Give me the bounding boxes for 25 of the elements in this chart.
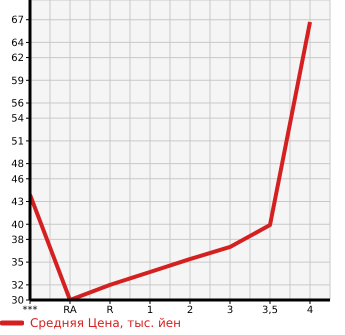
y-tick-label: 46 — [11, 174, 24, 186]
y-tick-label: 30 — [11, 296, 24, 307]
y-tick-label: 35 — [11, 258, 24, 269]
y-tick-label: 64 — [11, 38, 24, 49]
y-tick-label: 59 — [11, 76, 24, 87]
x-tick-label: RA — [63, 305, 77, 316]
x-tick-label: R — [106, 305, 114, 316]
y-tick-label: 56 — [11, 98, 24, 110]
x-tick-label: 4 — [306, 305, 314, 316]
line-series — [30, 20, 312, 300]
y-tick-label: 67 — [11, 15, 24, 26]
x-tick-label: 2 — [186, 305, 194, 316]
y-tick-label: 48 — [11, 159, 24, 170]
x-tick-label: 3 — [226, 305, 234, 316]
y-tick-label: 51 — [11, 136, 24, 148]
y-tick-label: 40 — [11, 220, 24, 231]
x-tick-label: 1 — [146, 305, 154, 316]
legend-label: Средняя Цена, тыс. йен — [30, 316, 182, 330]
x-tick-label: 3,5 — [262, 305, 278, 316]
y-tick-label: 43 — [11, 197, 24, 208]
y-tick-label: 54 — [11, 114, 24, 125]
x-tick-label: *** — [22, 305, 38, 316]
y-tick-label: 62 — [11, 53, 24, 64]
y-tick-label: 32 — [11, 280, 24, 292]
y-tick-label: 38 — [11, 234, 24, 246]
